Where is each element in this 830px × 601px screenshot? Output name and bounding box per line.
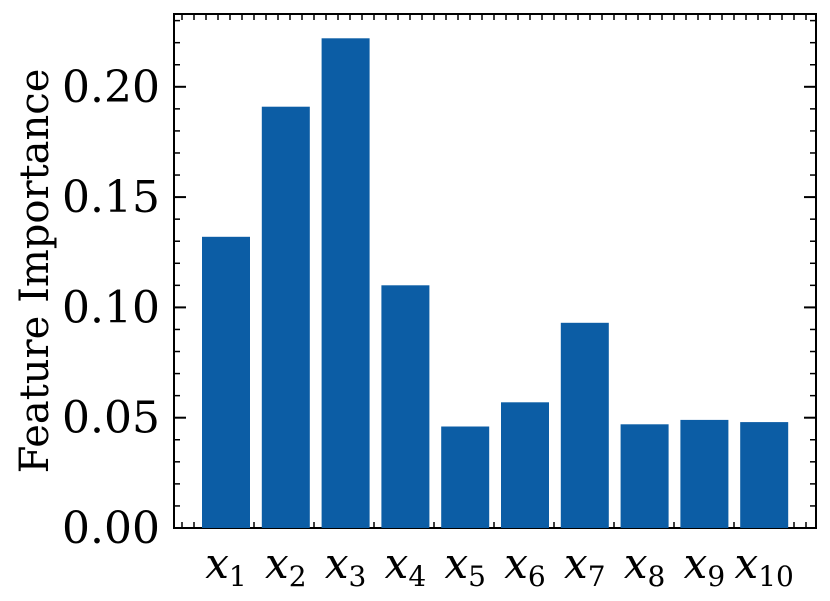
x-tick-label-subscript: 3	[349, 560, 367, 593]
x-tick-label-base: x	[385, 539, 409, 588]
bar-x3	[321, 38, 370, 529]
x-tick-label-base: x	[735, 539, 759, 588]
y-tick-label: 0.00	[62, 503, 160, 554]
x-tick-label-base: x	[624, 539, 648, 588]
x-tick-label: x5	[444, 539, 486, 593]
x-tick-label-base: x	[325, 539, 349, 588]
x-tick-label-subscript: 2	[289, 560, 307, 593]
bar-x9	[680, 419, 729, 528]
bars-group	[202, 38, 789, 529]
y-tick-label: 0.15	[62, 172, 160, 223]
x-tick-label: x7	[564, 539, 606, 593]
bar-x7	[560, 322, 609, 528]
bar-x10	[740, 422, 789, 528]
x-tick-label: x3	[325, 539, 367, 593]
x-tick-labels: x1 x2 x3 x4 x5 x6 x7 x8 x9 x10	[205, 539, 794, 593]
x-tick-label: x9	[684, 539, 726, 593]
x-tick-label-subscript: 9	[707, 560, 725, 593]
x-tick-label-subscript: 8	[648, 560, 666, 593]
x-tick-label-base: x	[504, 539, 528, 588]
bar-x2	[261, 106, 310, 528]
y-tick-label: 0.10	[62, 282, 160, 333]
x-tick-label-subscript: 1	[229, 560, 247, 593]
x-tick-label-subscript: 10	[758, 560, 794, 593]
x-tick-label-subscript: 4	[408, 560, 426, 593]
x-tick-label-base: x	[684, 539, 708, 588]
x-tick-label-base: x	[444, 539, 468, 588]
plot-frame	[173, 13, 817, 529]
bar-x5	[441, 426, 490, 528]
x-tick-label-subscript: 6	[528, 560, 546, 593]
bar-x4	[381, 285, 430, 528]
bar-x6	[501, 402, 549, 528]
y-tick-label: 0.05	[62, 393, 160, 444]
x-tick-label: x6	[504, 539, 546, 593]
bar-x8	[620, 424, 669, 528]
x-tick-label-subscript: 5	[468, 560, 486, 593]
y-tick-labels: 0.00 0.05 0.10 0.15 0.20	[62, 62, 160, 554]
x-tick-label: x2	[265, 539, 307, 593]
x-tick-label: x4	[385, 539, 427, 593]
y-axis-title: Feature Importance	[12, 69, 58, 474]
x-tick-label: x8	[624, 539, 666, 593]
x-tick-label-base: x	[265, 539, 289, 588]
x-tick-label-base: x	[205, 539, 229, 588]
bar-x1	[202, 236, 250, 529]
plot-area	[173, 13, 817, 529]
x-tick-label-subscript: 7	[588, 560, 606, 593]
x-tick-label-base: x	[564, 539, 588, 588]
x-tick-label: x1	[205, 539, 247, 593]
y-tick-label: 0.20	[62, 62, 160, 113]
x-tick-label: x10	[735, 539, 794, 593]
